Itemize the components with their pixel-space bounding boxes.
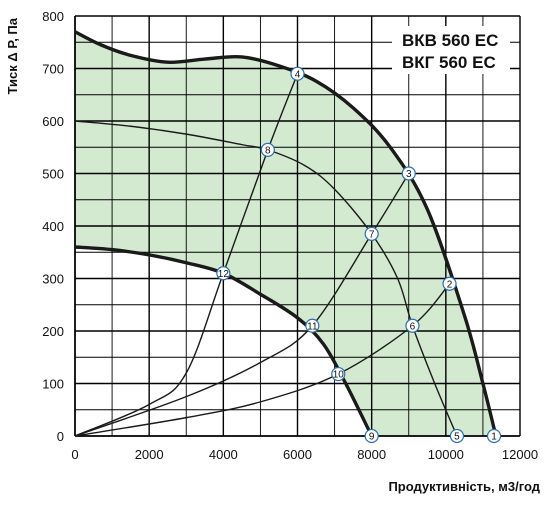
point-marker-circle — [442, 276, 457, 291]
model-label-box — [392, 26, 510, 74]
y-tick-label: 600 — [42, 114, 64, 129]
point-marker-label: 2 — [447, 279, 453, 290]
x-tick-label: 0 — [71, 447, 78, 462]
point-marker-label: 5 — [454, 432, 460, 443]
point-marker-circle — [449, 428, 465, 444]
point-marker-label: 9 — [369, 432, 375, 443]
point-marker-circle — [305, 318, 320, 333]
y-tick-label: 200 — [42, 324, 64, 339]
x-axis-title: Продуктивність, м3/год — [388, 479, 540, 494]
point-marker-label: 3 — [406, 169, 412, 180]
point-marker-circle — [216, 266, 231, 281]
model-label-2: ВКГ 560 ЕС — [402, 53, 496, 72]
point-marker-label: 6 — [410, 321, 416, 332]
point-marker-circle — [364, 226, 379, 241]
operating-area-fill — [75, 31, 496, 436]
x-tick-label: 4000 — [209, 447, 238, 462]
y-tick-label: 800 — [42, 9, 64, 24]
y-tick-label: 500 — [42, 167, 64, 182]
system-line-1 — [74, 73, 299, 437]
point-marker-label: 1 — [491, 432, 497, 443]
point-marker-3: 3 — [401, 166, 416, 181]
point-marker-circle — [486, 428, 502, 444]
point-marker-label: 7 — [369, 229, 375, 240]
point-marker-7: 7 — [364, 226, 379, 241]
point-marker-circle — [364, 428, 379, 444]
model-label-1: ВКВ 560 ЕС — [402, 31, 498, 50]
curve-layer — [74, 30, 498, 437]
fan-curve-min — [74, 245, 374, 437]
x-tick-label: 12000 — [502, 447, 538, 462]
grid-layer — [74, 15, 521, 437]
point-marker-1: 1 — [486, 428, 502, 444]
y-tick-label: 300 — [42, 272, 64, 287]
point-marker-8: 8 — [260, 142, 275, 157]
y-tick-label: 0 — [57, 429, 64, 444]
tick-layer: 0 2000 4000 6000 8000 10000 12000 0 100 200 300 400… — [42, 9, 538, 462]
point-marker-label: 12 — [218, 269, 230, 280]
point-marker-circle — [290, 66, 305, 81]
x-tick-label: 2000 — [135, 447, 164, 462]
point-marker-circle — [401, 166, 416, 181]
y-axis-title: Тиск Δ Р, Па — [5, 17, 20, 94]
point-marker-label: 10 — [333, 370, 345, 381]
point-marker-circle — [405, 318, 420, 333]
point-marker-2: 2 — [442, 276, 457, 291]
point-marker-12: 12 — [216, 266, 231, 281]
point-marker-circle — [331, 366, 346, 382]
point-marker-11: 11 — [305, 318, 320, 333]
point-marker-9: 9 — [364, 428, 379, 444]
point-marker-5: 5 — [449, 428, 465, 444]
x-tick-label: 10000 — [428, 447, 464, 462]
point-marker-6: 6 — [405, 318, 420, 333]
fan-curve-max — [74, 30, 498, 437]
y-tick-label: 700 — [42, 62, 64, 77]
y-tick-label: 100 — [42, 377, 64, 392]
point-marker-10: 10 — [331, 366, 346, 382]
x-tick-label: 6000 — [283, 447, 312, 462]
y-tick-label: 400 — [42, 219, 64, 234]
point-marker-4: 4 — [290, 66, 305, 81]
x-tick-label: 8000 — [357, 447, 386, 462]
operating-area-layer — [75, 31, 496, 436]
point-marker-label: 11 — [307, 321, 318, 332]
point-marker-label: 4 — [295, 69, 301, 80]
point-marker-circle — [260, 142, 275, 157]
point-marker-label: 8 — [265, 145, 271, 156]
